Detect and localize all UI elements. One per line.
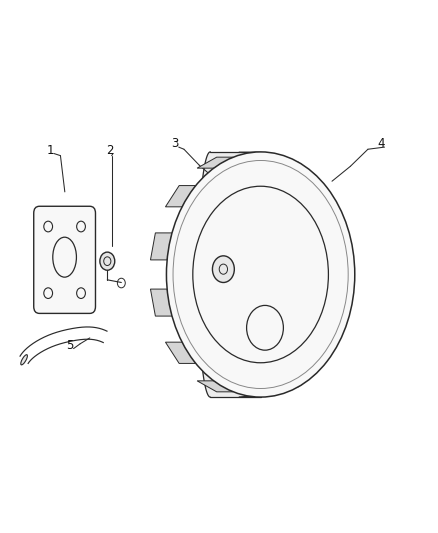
Polygon shape <box>239 152 277 154</box>
FancyBboxPatch shape <box>34 206 95 313</box>
Polygon shape <box>197 381 233 392</box>
Polygon shape <box>239 395 277 397</box>
Text: 1: 1 <box>46 144 54 157</box>
Circle shape <box>212 256 234 282</box>
Polygon shape <box>166 185 196 207</box>
Ellipse shape <box>21 354 28 365</box>
Polygon shape <box>282 162 317 176</box>
Polygon shape <box>197 157 233 168</box>
Ellipse shape <box>166 152 355 397</box>
Text: 2: 2 <box>106 144 113 157</box>
Text: 3: 3 <box>172 138 179 150</box>
Text: 4: 4 <box>377 138 385 150</box>
Polygon shape <box>151 233 172 260</box>
Text: 5: 5 <box>67 339 74 352</box>
Polygon shape <box>282 373 317 387</box>
Circle shape <box>100 252 115 270</box>
Polygon shape <box>166 342 196 364</box>
Polygon shape <box>166 152 255 397</box>
Polygon shape <box>151 289 172 316</box>
